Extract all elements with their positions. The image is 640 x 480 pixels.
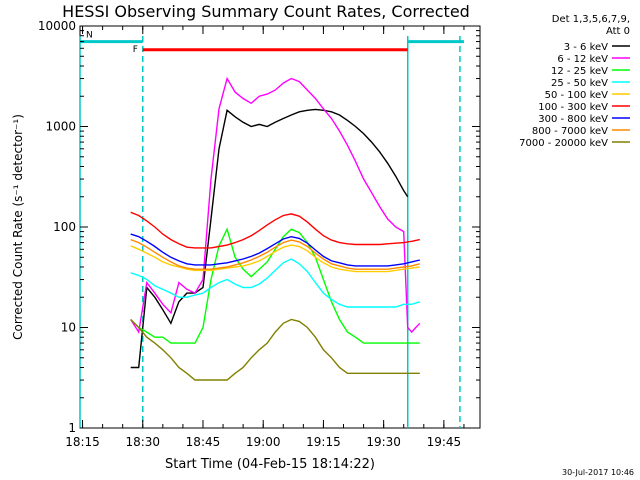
series-line bbox=[130, 227, 420, 344]
chart-title: HESSI Observing Summary Count Rates, Cor… bbox=[62, 2, 470, 21]
x-tick-label: 19:45 bbox=[427, 435, 462, 449]
x-tick-label: 18:30 bbox=[125, 435, 160, 449]
x-tick-label: 18:15 bbox=[65, 435, 100, 449]
legend-label: 6 - 12 keV bbox=[557, 54, 608, 65]
legend-label: 300 - 800 keV bbox=[538, 114, 608, 125]
y-tick-label: 10 bbox=[61, 321, 76, 335]
x-tick-label: 19:15 bbox=[306, 435, 341, 449]
series-line bbox=[130, 238, 420, 270]
legend-label: 25 - 50 keV bbox=[551, 78, 608, 89]
series-line bbox=[130, 108, 409, 369]
legend-label: 100 - 300 keV bbox=[538, 102, 608, 113]
series-line bbox=[130, 76, 421, 335]
y-tick-label: 1000 bbox=[45, 120, 76, 134]
footer-date: 30-Jul-2017 10:46 bbox=[562, 468, 634, 477]
y-axis-label: Corrected Count Rate (s⁻¹ detector⁻¹) bbox=[11, 114, 25, 340]
flag-bars: FN bbox=[80, 31, 464, 55]
legend-header-line-1: Det 1,3,5,6,7,9, bbox=[552, 14, 630, 25]
y-tick-label: 100 bbox=[53, 220, 76, 234]
series-line bbox=[130, 233, 420, 267]
legend-label: 800 - 7000 keV bbox=[532, 126, 608, 137]
flag-label: F bbox=[133, 45, 138, 55]
x-tick-label: 19:00 bbox=[246, 435, 281, 449]
axes: 1 10 100 1000 10000 18:15 18:30 18:45 19:00 19:15… bbox=[38, 19, 480, 449]
flag-label: N bbox=[86, 31, 93, 41]
x-axis-label: Start Time (04-Feb-15 18:14:22) bbox=[165, 457, 375, 472]
legend-label: 12 - 25 keV bbox=[551, 66, 608, 77]
legend-label: 50 - 100 keV bbox=[545, 90, 609, 101]
legend-label: 7000 - 20000 keV bbox=[519, 138, 608, 149]
legend-label: 3 - 6 keV bbox=[564, 42, 608, 53]
y-tick-label: 1 bbox=[68, 421, 76, 435]
x-tick-label: 18:45 bbox=[186, 435, 221, 449]
legend-header-line-2: Att 0 bbox=[606, 26, 630, 37]
vertical-markers bbox=[79, 36, 461, 428]
y-tick-label: 10000 bbox=[38, 19, 76, 33]
x-tick-label: 19:30 bbox=[366, 435, 401, 449]
series-line bbox=[130, 258, 421, 308]
series-lines bbox=[130, 76, 421, 381]
series-line bbox=[130, 244, 420, 273]
series-line bbox=[130, 211, 420, 249]
series-line bbox=[130, 318, 420, 381]
